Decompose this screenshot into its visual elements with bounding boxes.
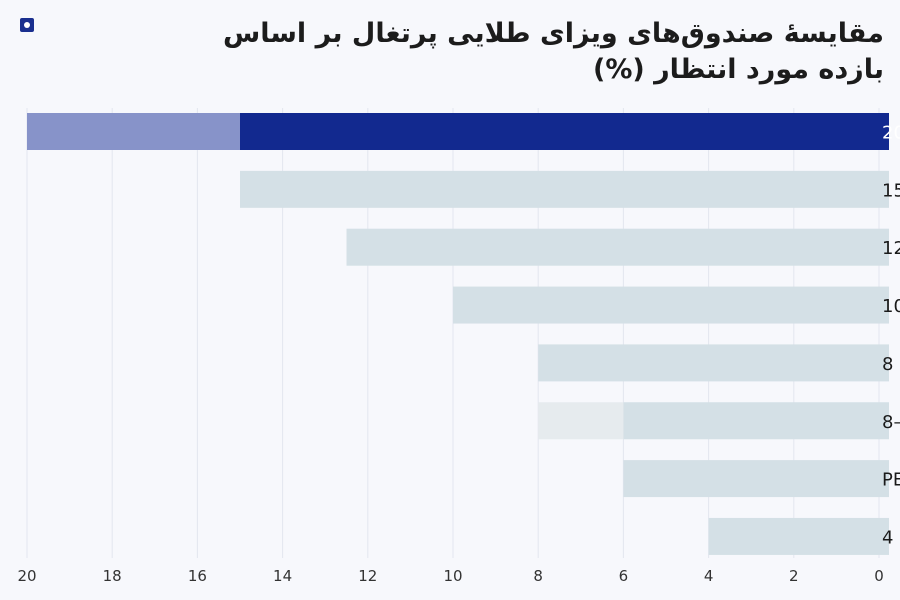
brand-logo-icon xyxy=(20,18,34,32)
bar-label: صندوق سرگرمی پرتغال — 4 xyxy=(882,526,900,548)
x-tick-label: 4 xyxy=(704,567,714,585)
bar xyxy=(623,402,889,440)
bar-range xyxy=(27,113,240,150)
bar-label: صندوق مالی — 8 xyxy=(882,354,900,375)
x-tick-label: 16 xyxy=(188,567,207,585)
x-tick-label: 18 xyxy=(103,567,122,585)
bar xyxy=(346,228,889,266)
bar-label: FCR صندوق مهمان‌نوازی — 12.5 xyxy=(882,238,900,259)
x-tick-label: 20 xyxy=(17,567,36,585)
bar xyxy=(240,113,889,150)
bar xyxy=(453,286,889,324)
bar-range xyxy=(538,402,624,440)
x-tick-label: 0 xyxy=(874,567,884,585)
bar xyxy=(708,517,889,555)
x-tick-label: 12 xyxy=(358,567,377,585)
bar-label: صندوق سرمایه‌گذاری خصوصی — 10 xyxy=(882,295,900,317)
bar-label: صندوق کانتینر 15–20 xyxy=(882,123,900,144)
bar xyxy=(623,460,889,498)
x-tick-label: 8 xyxy=(533,567,543,585)
bar-label: PEEIF II — 6 xyxy=(882,470,900,491)
x-tick-label: 10 xyxy=(443,567,462,585)
bar xyxy=(240,170,889,208)
x-tick-label: 6 xyxy=(619,567,629,585)
x-tick-label: 2 xyxy=(789,567,799,585)
bar-label: صندوق شاخصی — 6–8 xyxy=(882,412,900,433)
bar xyxy=(538,344,889,382)
chart-title: مقایسهٔ صندوق‌های ویزای طلایی پرتغال بر … xyxy=(222,18,884,85)
x-tick-label: 14 xyxy=(273,567,292,585)
bar-label: C2 صندوق بای‌اوت لگاسی — 15 xyxy=(882,179,900,201)
